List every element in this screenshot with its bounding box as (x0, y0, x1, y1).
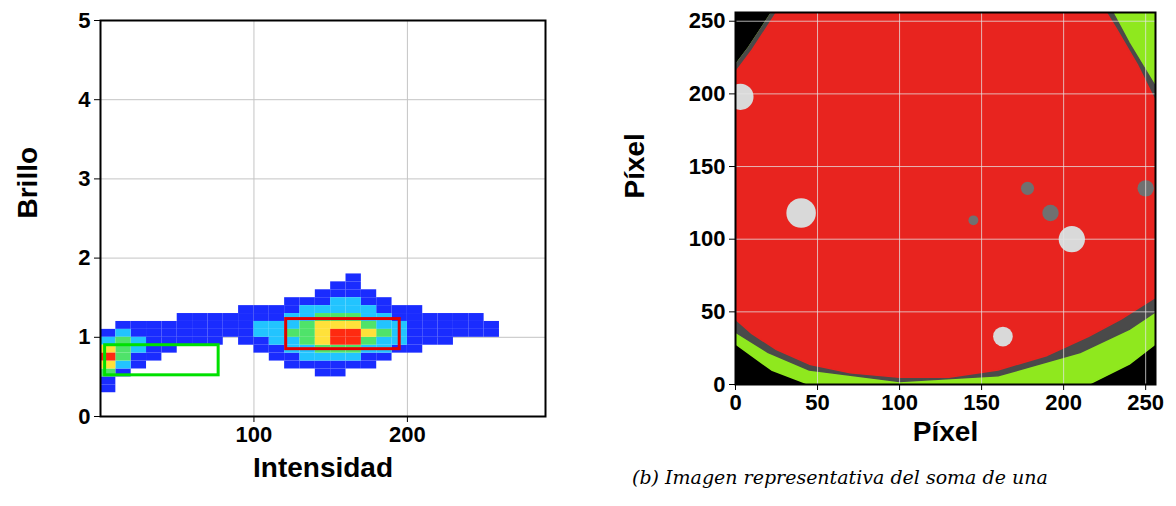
svg-text:150: 150 (689, 154, 726, 179)
svg-text:100: 100 (236, 422, 273, 447)
svg-text:Píxel: Píxel (619, 133, 650, 198)
svg-text:200: 200 (1045, 390, 1082, 415)
svg-text:Píxel: Píxel (913, 416, 978, 447)
svg-text:4: 4 (78, 87, 91, 112)
svg-text:50: 50 (701, 299, 725, 324)
svg-text:200: 200 (689, 81, 726, 106)
svg-text:1: 1 (78, 324, 90, 349)
html-text:(b) Imagen representativa del: (b) Imagen representativa del soma de un… (632, 466, 1048, 488)
svg-text:3: 3 (78, 166, 90, 191)
svg-text:Intensidad: Intensidad (253, 452, 393, 483)
svg-text:150: 150 (963, 390, 1000, 415)
svg-text:50: 50 (805, 390, 829, 415)
svg-text:5: 5 (78, 8, 90, 33)
svg-text:100: 100 (689, 226, 726, 251)
svg-text:2: 2 (78, 245, 90, 270)
svg-text:0: 0 (713, 372, 725, 397)
svg-text:200: 200 (389, 422, 426, 447)
svg-text:0: 0 (729, 390, 741, 415)
svg-text:0: 0 (78, 404, 90, 429)
svg-text:100: 100 (881, 390, 918, 415)
svg-text:Brillo: Brillo (12, 147, 43, 219)
svg-text:250: 250 (1127, 390, 1164, 415)
svg-text:250: 250 (689, 8, 726, 33)
